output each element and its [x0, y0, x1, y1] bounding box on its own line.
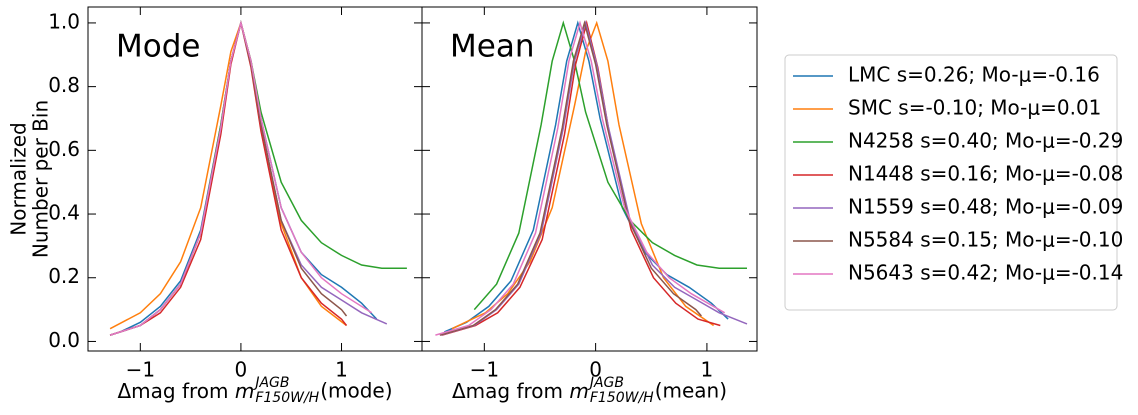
data-line [109, 22, 348, 336]
x-label-text: (mean) [655, 379, 727, 403]
panel-label: Mode [116, 29, 200, 65]
x-label-sup: JAGB [587, 375, 624, 391]
y-tick-label: 0.8 [48, 73, 80, 97]
legend-label: N5584 s=0.15; Mo-μ=-0.10 [848, 228, 1123, 252]
data-line [451, 20, 715, 330]
x-label-part: Δmag from [452, 379, 569, 403]
y-tick-label: 0.0 [48, 328, 80, 352]
x-tick-label: 1 [335, 358, 348, 382]
legend-label: SMC s=-0.10; Mo-μ=0.01 [848, 96, 1101, 120]
x-label-sub: F150W/H [255, 390, 319, 406]
x-label-sub: F150W/H [590, 390, 654, 406]
data-line [440, 20, 748, 336]
data-line [435, 20, 726, 336]
legend-label: N5643 s=0.42; Mo-μ=-0.14 [848, 261, 1123, 285]
y-tick-label: 0.4 [48, 201, 80, 225]
x-label-part: m [569, 379, 588, 403]
y-tick-label: 0.2 [48, 264, 80, 288]
x-tick-label: −1 [470, 358, 499, 382]
data-line [473, 20, 747, 311]
y-label: Number per Bin [29, 100, 53, 258]
legend-label: N1559 s=0.48; Mo-μ=-0.09 [848, 195, 1123, 219]
x-label-text: Δmag from m [452, 379, 589, 403]
x-tick-label: 0 [235, 358, 248, 382]
legend-label: LMC s=0.26; Mo-μ=-0.16 [848, 63, 1100, 87]
data-line [109, 22, 348, 336]
x-tick-label: 1 [701, 358, 714, 382]
x-label-text: (mode) [320, 379, 392, 403]
x-label-part: Δmag from [117, 379, 234, 403]
y-label: Normalized [7, 122, 31, 235]
data-line [109, 20, 347, 330]
x-label-text: Δmag from m [117, 379, 254, 403]
data-line [441, 19, 721, 336]
data-line [109, 22, 388, 336]
panel-label: Mean [450, 29, 534, 65]
data-line [439, 20, 702, 336]
data-line [109, 19, 407, 336]
legend-box [784, 54, 1118, 311]
x-label-sup: JAGB [252, 375, 289, 391]
x-label-part: m [235, 379, 254, 403]
data-line [119, 19, 378, 333]
x-tick-label: −1 [126, 358, 155, 382]
x-tick-label: 0 [589, 358, 602, 382]
data-line [109, 19, 373, 336]
data-line [444, 20, 729, 333]
axes-frame [421, 6, 758, 352]
y-tick-label: 1.0 [48, 9, 80, 33]
y-tick-label: 0.6 [48, 137, 80, 161]
legend-label: N4258 s=0.40; Mo-μ=-0.29 [848, 129, 1123, 153]
legend-label: N1448 s=0.16; Mo-μ=-0.08 [848, 162, 1123, 186]
